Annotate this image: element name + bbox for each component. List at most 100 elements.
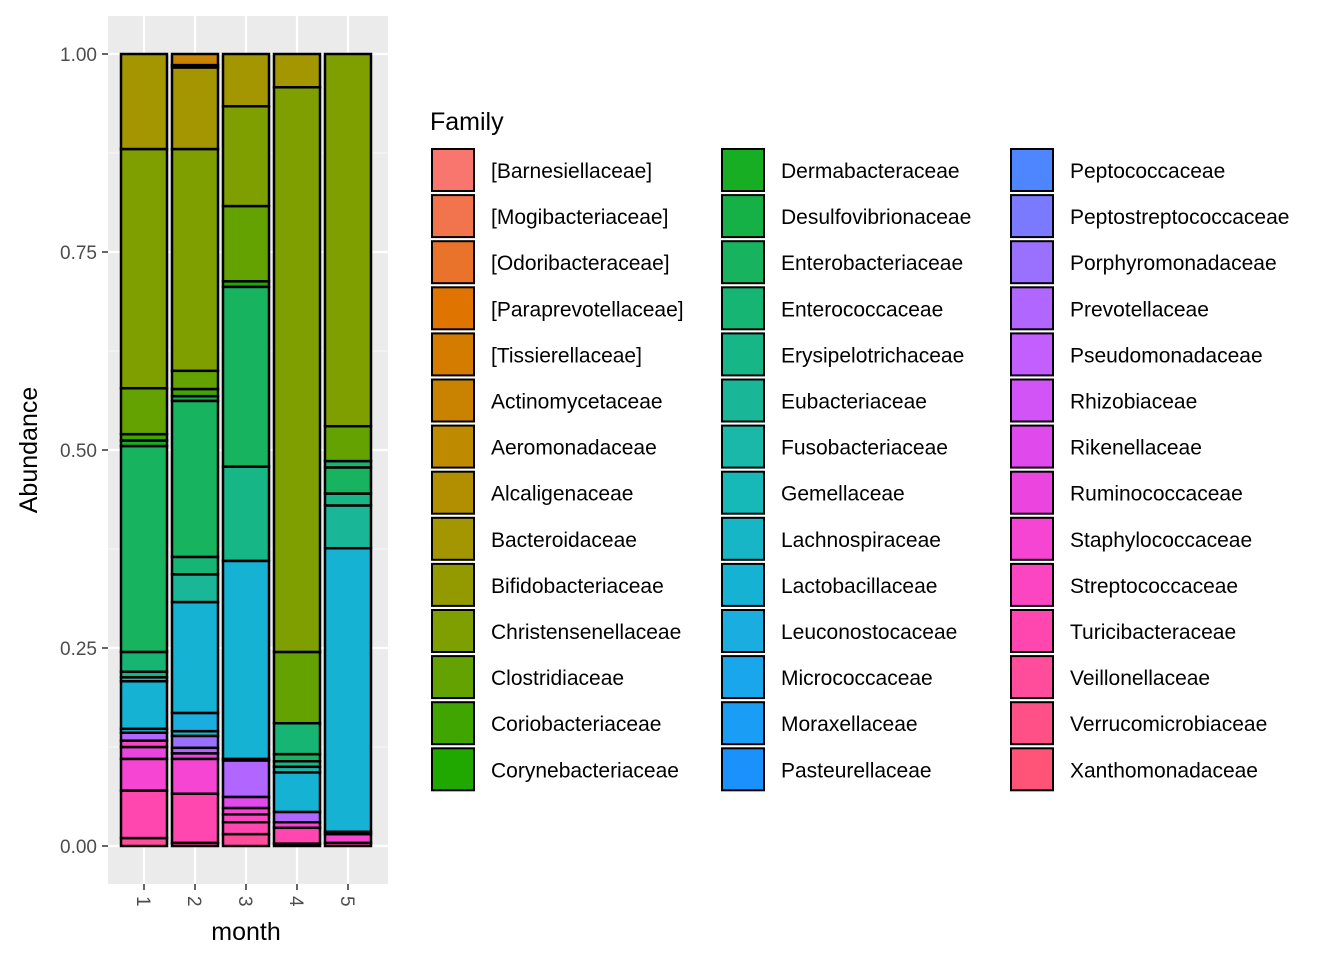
bar-segment bbox=[170, 792, 220, 845]
legend-label: Streptococcaceae bbox=[1070, 575, 1238, 598]
legend-item: Pseudomonadaceae bbox=[1010, 332, 1263, 377]
legend-label: Veillonellaceae bbox=[1070, 667, 1210, 690]
legend-swatch bbox=[1010, 286, 1054, 331]
legend-label: [Barnesiellaceae] bbox=[491, 160, 652, 183]
bar-segment bbox=[323, 492, 373, 507]
bar-segment bbox=[119, 386, 169, 436]
legend-swatch bbox=[1010, 562, 1054, 607]
legend-label: Ruminococcaceae bbox=[1070, 483, 1243, 506]
legend-swatch bbox=[1010, 470, 1054, 515]
legend-label: Peptococcaceae bbox=[1070, 160, 1225, 183]
y-tick-label: 0.50 bbox=[60, 441, 97, 462]
legend-item: Alcaligenaceae bbox=[431, 470, 633, 515]
bar-segment bbox=[170, 555, 220, 576]
bar-segment bbox=[272, 650, 322, 725]
legend-label: Actinomycetaceae bbox=[491, 391, 663, 414]
legend-label: Erysipelotrichaceae bbox=[781, 344, 964, 367]
legend-item: Micrococcaceae bbox=[721, 655, 933, 700]
legend-swatch bbox=[721, 332, 765, 377]
legend-label: Pasteurellaceae bbox=[781, 759, 932, 782]
bar-segment bbox=[221, 559, 271, 761]
bar-month-1 bbox=[119, 52, 169, 848]
y-tick-label: 1.00 bbox=[60, 45, 97, 66]
bar-segment bbox=[119, 789, 169, 840]
legend-item: Leuconostocaceae bbox=[721, 609, 957, 653]
legend-swatch bbox=[721, 562, 765, 607]
legend-item: [Mogibacteriaceae] bbox=[431, 194, 668, 239]
legend-label: Pseudomonadaceae bbox=[1070, 344, 1263, 367]
legend-label: Moraxellaceae bbox=[781, 713, 918, 736]
bar-segment bbox=[272, 826, 322, 845]
legend-item: Prevotellaceae bbox=[1010, 286, 1209, 331]
bar-segment bbox=[119, 444, 169, 654]
bar-month-5 bbox=[323, 52, 373, 848]
legend-item: Actinomycetaceae bbox=[431, 378, 663, 423]
legend-item: Christensenellaceae bbox=[431, 609, 681, 653]
legend-item: Rikenellaceae bbox=[1010, 424, 1202, 469]
legend-label: Aeromonadaceae bbox=[491, 437, 657, 460]
bar-month-3 bbox=[221, 52, 271, 848]
legend-item: Erysipelotrichaceae bbox=[721, 332, 964, 377]
bar-segment bbox=[323, 52, 373, 428]
legend-label: Corynebacteriaceae bbox=[491, 759, 679, 782]
bar-segment bbox=[170, 600, 220, 715]
legend-label: [Mogibacteriaceae] bbox=[491, 206, 668, 229]
legend: Family [Barnesiellaceae] [Mogibacteriacea… bbox=[430, 108, 1289, 792]
legend-swatch bbox=[431, 609, 475, 653]
legend-item: Verrucomicrobiaceae bbox=[1010, 701, 1267, 746]
legend-swatch bbox=[721, 148, 765, 192]
bar-segment bbox=[221, 465, 271, 563]
legend-item: Rhizobiaceae bbox=[1010, 378, 1197, 423]
legend-label: Fusobacteriaceae bbox=[781, 437, 948, 460]
legend-item: Eubacteriaceae bbox=[721, 378, 927, 423]
legend-swatch bbox=[1010, 701, 1054, 746]
legend-label: Christensenellaceae bbox=[491, 621, 681, 644]
legend-item: Turicibacteraceae bbox=[1010, 609, 1236, 653]
legend-swatch bbox=[1010, 332, 1054, 377]
legend-label: Leuconostocaceae bbox=[781, 621, 957, 644]
legend-swatch bbox=[431, 701, 475, 746]
legend-swatch bbox=[431, 148, 475, 192]
bar-segment bbox=[170, 734, 220, 750]
legend-item: [Barnesiellaceae] bbox=[431, 148, 652, 192]
legend-label: Enterobacteriaceae bbox=[781, 252, 963, 275]
legend-label: Rhizobiaceae bbox=[1070, 391, 1197, 414]
bar-segment bbox=[119, 757, 169, 792]
y-tick-label: 0.25 bbox=[60, 639, 97, 660]
legend-swatch bbox=[721, 470, 765, 515]
legend-label: Prevotellaceae bbox=[1070, 298, 1209, 321]
legend-item: Coriobacteriaceae bbox=[431, 701, 661, 746]
bar-segment bbox=[221, 820, 271, 836]
bar-segment bbox=[323, 424, 373, 463]
bar-segment bbox=[323, 832, 373, 845]
legend-item: Lactobacillaceae bbox=[721, 562, 937, 607]
legend-swatch bbox=[721, 655, 765, 700]
legend-swatch bbox=[721, 747, 765, 792]
legend-label: Turicibacteraceae bbox=[1070, 621, 1236, 644]
legend-label: Rikenellaceae bbox=[1070, 437, 1202, 460]
bar-segment bbox=[221, 285, 271, 468]
legend-swatch bbox=[431, 332, 475, 377]
bar-segment bbox=[170, 52, 220, 67]
legend-swatch bbox=[431, 655, 475, 700]
x-tick-label: 1 bbox=[132, 896, 153, 907]
legend-item: Aeromonadaceae bbox=[431, 424, 657, 469]
legend-label: [Paraprevotellaceae] bbox=[491, 298, 684, 321]
legend-item: Lachnospiraceae bbox=[721, 516, 941, 561]
legend-item: [Tissierellaceae] bbox=[431, 332, 642, 377]
bar-segment bbox=[272, 810, 322, 824]
legend-swatch bbox=[1010, 516, 1054, 561]
legend-label: Staphylococcaceae bbox=[1070, 529, 1252, 552]
legend-item: Porphyromonadaceae bbox=[1010, 240, 1277, 285]
legend-item: Streptococcaceae bbox=[1010, 562, 1238, 607]
legend-item: Veillonellaceae bbox=[1010, 655, 1210, 700]
legend-title: Family bbox=[430, 108, 504, 136]
legend-swatch bbox=[721, 609, 765, 653]
legend-swatch bbox=[431, 424, 475, 469]
legend-swatch bbox=[431, 747, 475, 792]
legend-swatch bbox=[1010, 424, 1054, 469]
legend-item: Peptostreptococcaceae bbox=[1010, 194, 1289, 239]
bar-segment bbox=[272, 771, 322, 814]
bar-segment bbox=[221, 832, 271, 848]
